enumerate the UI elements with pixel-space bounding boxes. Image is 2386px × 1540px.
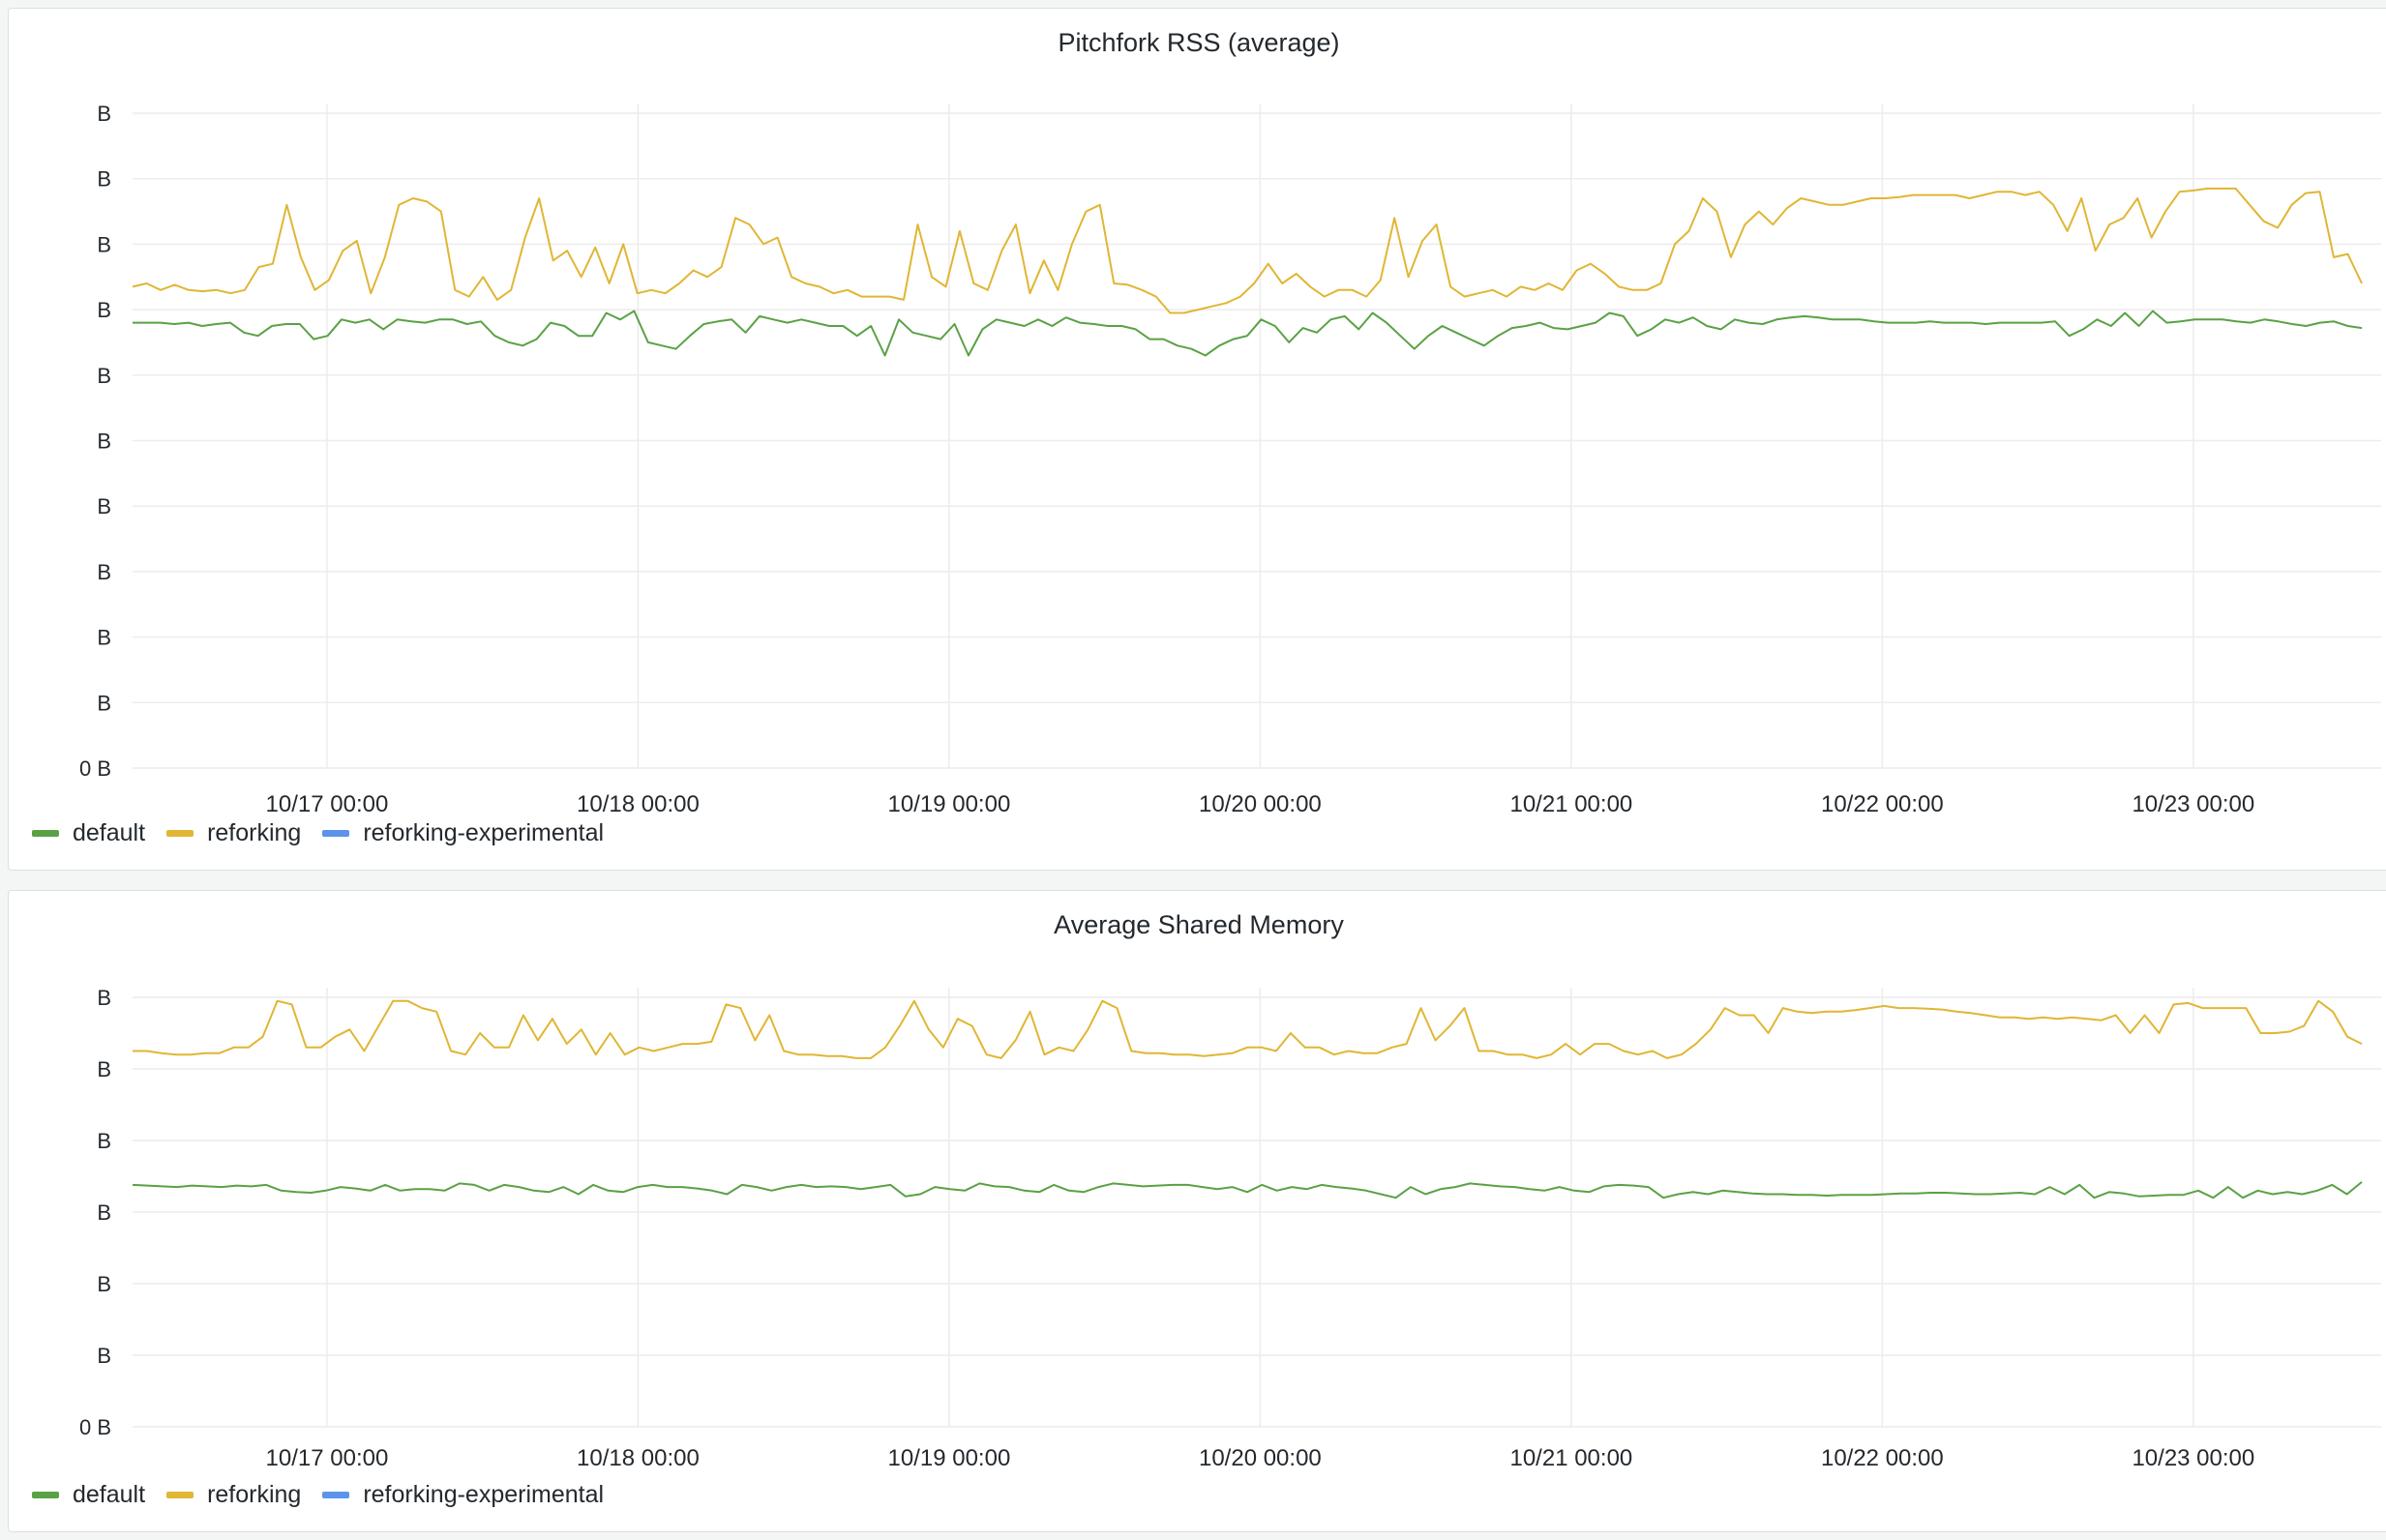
rss-panel: Pitchfork RSS (average) 0 B B B B B B B B B B B 10/…	[8, 8, 2386, 871]
series-line-default[interactable]	[133, 310, 2363, 357]
x-tick-label: 10/20 00:00	[1199, 791, 1322, 812]
legend-item-reforking[interactable]: reforking	[166, 819, 301, 847]
legend-label: default	[73, 1481, 146, 1508]
x-tick-label: 10/19 00:00	[888, 791, 1011, 812]
legend: default reforking reforking-experimental	[32, 1481, 604, 1509]
legend-label: reforking-experimental	[363, 1481, 605, 1508]
y-tick-label: 0 B	[79, 756, 111, 781]
y-tick-label: B	[97, 494, 111, 518]
legend-label: default	[73, 819, 146, 846]
y-tick-label: B	[97, 429, 111, 454]
series-line-default[interactable]	[132, 1181, 2363, 1199]
legend-swatch-reforking	[166, 830, 194, 837]
x-tick-label: 10/23 00:00	[2132, 1445, 2254, 1471]
x-tick-label: 10/19 00:00	[888, 1445, 1011, 1471]
y-tick-label: B	[97, 167, 111, 192]
x-tick-label: 10/17 00:00	[266, 791, 389, 812]
legend-item-default[interactable]: default	[32, 819, 145, 847]
y-tick-label: B	[97, 986, 111, 1010]
legend-item-reforking[interactable]: reforking	[166, 1481, 301, 1509]
legend-label: reforking-experimental	[363, 819, 605, 846]
y-tick-label: B	[97, 1344, 111, 1368]
y-tick-label: B	[97, 232, 111, 256]
y-tick-label: B	[97, 1057, 111, 1081]
x-tick-label: 10/22 00:00	[1821, 791, 1944, 812]
legend: default reforking reforking-experimental	[32, 819, 604, 847]
legend-item-default[interactable]: default	[32, 1481, 145, 1509]
x-tick-label: 10/18 00:00	[577, 791, 700, 812]
legend-swatch-default	[32, 830, 59, 837]
x-tick-label: 10/22 00:00	[1821, 1445, 1944, 1471]
x-tick-label: 10/21 00:00	[1509, 791, 1632, 812]
y-tick-label: B	[97, 364, 111, 388]
y-tick-label: B	[97, 102, 111, 126]
legend-item-reforking-experimental[interactable]: reforking-experimental	[322, 1481, 604, 1509]
legend-swatch-reforking-experimental	[322, 1492, 350, 1498]
y-tick-label: B	[97, 1200, 111, 1225]
y-tick-label: B	[97, 691, 111, 715]
y-tick-label: 0 B	[79, 1415, 111, 1439]
x-tick-label: 10/21 00:00	[1509, 1445, 1632, 1471]
legend-label: reforking	[207, 819, 302, 846]
x-tick-label: 10/18 00:00	[577, 1445, 700, 1471]
y-tick-label: B	[97, 1272, 111, 1296]
y-tick-label: B	[97, 626, 111, 650]
legend-item-reforking-experimental[interactable]: reforking-experimental	[322, 819, 604, 847]
x-tick-label: 10/23 00:00	[2132, 791, 2254, 812]
x-tick-label: 10/20 00:00	[1199, 1445, 1322, 1471]
legend-swatch-default	[32, 1492, 59, 1498]
shared-memory-chart[interactable]: 0 B B B B B B B 10/17 00:00 10/18 00:00 10/19 00:…	[9, 891, 2386, 1471]
y-tick-label: B	[97, 560, 111, 584]
shared-memory-panel: Average Shared Memory 0 B B B B B B B 10/17 00:…	[8, 890, 2386, 1532]
panel-title: Average Shared Memory	[1054, 910, 1344, 939]
legend-label: reforking	[207, 1481, 302, 1508]
series-line-reforking[interactable]	[133, 999, 2363, 1059]
legend-swatch-reforking-experimental	[322, 830, 350, 837]
legend-swatch-reforking	[166, 1492, 194, 1498]
panel-title: Pitchfork RSS (average)	[1058, 28, 1340, 57]
y-tick-label: B	[97, 1129, 111, 1153]
rss-chart[interactable]: 0 B B B B B B B B B B B 10/17 00:00 10/18 00:00 10/19…	[9, 9, 2386, 812]
x-tick-label: 10/17 00:00	[266, 1445, 389, 1471]
series-line-reforking[interactable]	[132, 187, 2363, 314]
y-tick-label: B	[97, 298, 111, 322]
